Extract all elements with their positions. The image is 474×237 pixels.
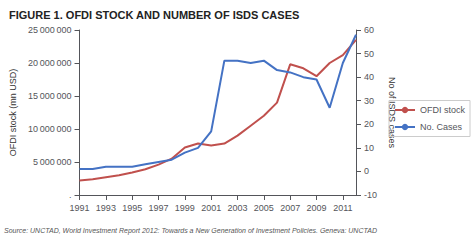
svg-text:2005: 2005 xyxy=(254,203,274,213)
svg-text:Source: UNCTAD, World Investme: Source: UNCTAD, World Investment Report … xyxy=(4,227,377,235)
svg-text:1999: 1999 xyxy=(175,203,195,213)
svg-text:20: 20 xyxy=(364,119,374,129)
svg-text:No of ISDS cases: No of ISDS cases xyxy=(387,77,398,148)
svg-text:1997: 1997 xyxy=(149,203,169,213)
svg-text:No. Cases: No. Cases xyxy=(420,122,463,132)
svg-text:2011: 2011 xyxy=(333,203,352,213)
svg-text:0: 0 xyxy=(364,166,369,176)
svg-text:40: 40 xyxy=(364,72,374,82)
svg-text:20 000 000: 20 000 000 xyxy=(28,58,72,68)
svg-text:2009: 2009 xyxy=(306,203,326,213)
svg-text:10 000 000: 10 000 000 xyxy=(28,124,72,134)
svg-text:-10: -10 xyxy=(364,190,377,200)
svg-text:2007: 2007 xyxy=(280,203,300,213)
svg-text:10: 10 xyxy=(364,143,374,153)
svg-text:50: 50 xyxy=(364,49,374,59)
svg-text:25 000 000: 25 000 000 xyxy=(28,25,72,35)
svg-text:1993: 1993 xyxy=(96,203,116,213)
svg-text:OFDI stock (mn USD): OFDI stock (mn USD) xyxy=(8,69,18,157)
svg-text:1995: 1995 xyxy=(122,203,142,213)
svg-text:5 000 000: 5 000 000 xyxy=(33,157,72,167)
svg-text:1991: 1991 xyxy=(70,203,90,213)
svg-text:15 000 000: 15 000 000 xyxy=(28,91,72,101)
svg-text:FIGURE 1. OFDI STOCK AND NUMBE: FIGURE 1. OFDI STOCK AND NUMBER OF ISDS … xyxy=(9,9,299,21)
svg-text:2003: 2003 xyxy=(228,203,248,213)
svg-text:OFDI stock: OFDI stock xyxy=(420,105,466,115)
svg-text:60: 60 xyxy=(364,25,374,35)
svg-text:.: . xyxy=(69,190,72,200)
svg-text:30: 30 xyxy=(364,96,374,106)
svg-text:2001: 2001 xyxy=(201,203,221,213)
